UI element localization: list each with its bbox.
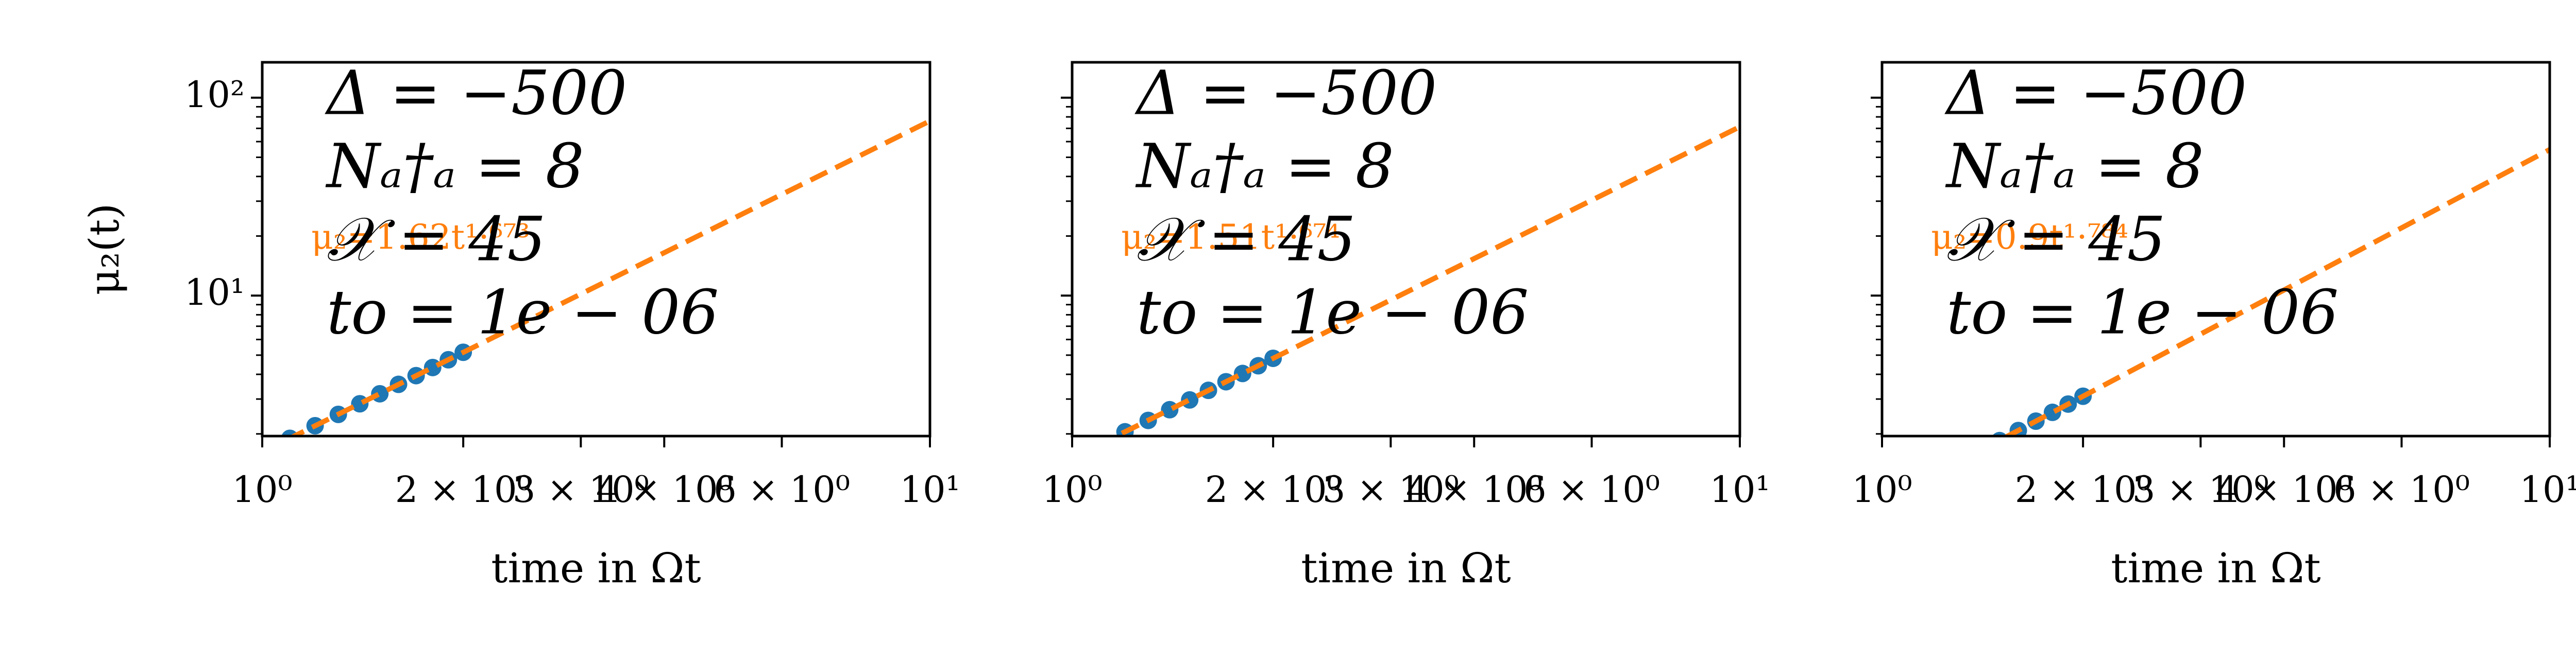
x-tick-label: 10⁰ (1852, 469, 1912, 511)
x-tick-label: 10¹ (900, 469, 960, 511)
annotation: 𝒳 = 45 (1137, 204, 1356, 275)
x-tick-label: 2 × 10⁰ (395, 469, 532, 511)
data-point (281, 429, 299, 436)
data-point (1971, 442, 1988, 460)
axes-frame (1880, 61, 2551, 438)
x-tick-label: 6 × 10⁰ (1523, 469, 1660, 511)
fit-line (1110, 124, 1740, 436)
data-point (423, 358, 442, 376)
plot-area (281, 118, 930, 436)
axes-frame (1071, 61, 1741, 438)
x-tick-label: 6 × 10⁰ (714, 469, 850, 511)
x-tick-label: 10⁰ (232, 469, 292, 511)
x-tick-label: 2 × 10⁰ (2015, 469, 2151, 511)
annotation: Δ = −500 (325, 58, 627, 129)
x-tick-label: 3 × 10⁰ (2132, 469, 2269, 511)
x-tick-label: 4 × 10⁰ (1406, 469, 1543, 511)
data-point (351, 395, 369, 413)
x-tick-label: 2 × 10⁰ (1205, 469, 1342, 511)
x-axis-label: time in Ωt (2111, 544, 2320, 592)
x-tick-label: 4 × 10⁰ (596, 469, 733, 511)
data-point (1233, 365, 1251, 383)
data-point (1091, 436, 1109, 453)
fit-line (289, 118, 930, 436)
annotation: Δ = −500 (1134, 58, 1437, 129)
x-tick-label: 3 × 10⁰ (513, 469, 649, 511)
annotation: to = 1e − 06 (1946, 277, 2338, 348)
x-tick-label: 3 × 10⁰ (1323, 469, 1459, 511)
annotation: 𝒳 = 45 (1946, 204, 2166, 275)
y-axis-label: μ₂(t) (80, 203, 128, 296)
x-tick-label: 10⁰ (1042, 469, 1102, 511)
fit-line (2002, 147, 2550, 436)
axes-frame (261, 61, 931, 438)
annotation: Nₐ†ₐ = 8 (1135, 131, 1394, 202)
annotation: Nₐ†ₐ = 8 (325, 131, 584, 202)
x-tick-label: 4 × 10⁰ (2216, 469, 2352, 511)
y-tick-label: 10² (184, 74, 245, 116)
data-point (371, 385, 389, 403)
annotation: Nₐ†ₐ = 8 (1945, 131, 2204, 202)
x-axis-label: time in Ωt (491, 544, 701, 592)
data-point (1161, 401, 1179, 419)
annotation: to = 1e − 06 (327, 277, 719, 348)
plot-area (1091, 124, 1740, 453)
y-tick-label: 10¹ (184, 271, 245, 314)
fit-label: μ₂=1.51t¹·⁶⁷⁴ (1121, 217, 1340, 257)
data-point (1950, 454, 1967, 471)
x-tick-label: 10¹ (1709, 469, 1770, 511)
fit-label: μ₂=0.9t¹·⁷⁸⁴ (1931, 217, 2128, 257)
annotation: to = 1e − 06 (1137, 277, 1529, 348)
x-tick-label: 10¹ (2519, 469, 2576, 511)
annotation: Δ = −500 (1944, 58, 2247, 129)
annotation: 𝒳 = 45 (327, 204, 546, 275)
fit-label: μ₂=1.62t¹·⁶⁷³ (311, 217, 530, 257)
plot-area (1926, 147, 2550, 483)
x-tick-label: 6 × 10⁰ (2333, 469, 2470, 511)
x-axis-label: time in Ωt (1301, 544, 1511, 592)
data-point (1926, 465, 1944, 483)
